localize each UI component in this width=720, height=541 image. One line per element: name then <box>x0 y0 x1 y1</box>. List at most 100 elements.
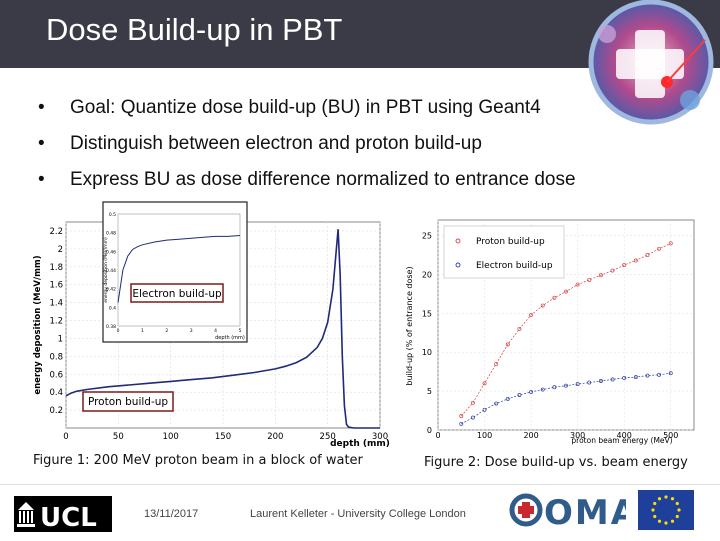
y-tick-label: 0 <box>427 426 432 435</box>
footer <box>0 484 720 541</box>
inset-y-tick-label: 0.46 <box>106 249 116 255</box>
ucl-logo-text: UCL <box>40 503 97 532</box>
x-tick-label: 400 <box>617 431 632 440</box>
inset-plot-area <box>117 213 241 327</box>
inset-y-tick-label: 0.4 <box>109 305 116 311</box>
legend <box>443 225 565 279</box>
electron-data-point <box>564 383 568 388</box>
y-tick-label: 20 <box>422 270 432 279</box>
inset-y-tick-label: 0.5 <box>109 212 116 218</box>
eu-star-icon <box>670 519 675 523</box>
bullet-marker: • <box>38 97 45 118</box>
depth-dose-curve <box>65 229 380 429</box>
eu-star-icon <box>675 501 679 506</box>
bullet-text: Express BU as dose difference normalized… <box>70 169 576 190</box>
eu-star-icon <box>653 514 657 519</box>
inset-curve <box>117 235 241 303</box>
proton-data-point <box>622 263 627 268</box>
proton-data-point <box>587 277 592 282</box>
inset-y-tick-label: 0.44 <box>106 268 116 274</box>
proton-data-point <box>657 246 662 251</box>
footer-date: 13/11/2017 <box>144 508 199 520</box>
eu-star-icon <box>670 497 675 501</box>
electron-data-point <box>482 407 487 412</box>
legend-marker-proton <box>455 238 461 244</box>
x-tick-label: 0 <box>63 432 68 442</box>
bullet-text: Distinguish between electron and proton … <box>70 133 482 154</box>
ucl-portico-icon <box>17 502 35 527</box>
proton-buildup-label: Proton build-up <box>88 396 168 408</box>
figure2-caption: Figure 2: Dose build-up vs. beam energy <box>424 455 688 470</box>
medical-cross-logo-icon <box>588 0 714 125</box>
proton-data-point <box>645 253 650 257</box>
electron-data-point <box>575 382 580 387</box>
electron-data-point <box>587 380 592 385</box>
x-tick-label: 200 <box>523 431 538 440</box>
y-tick-label: 2 <box>58 245 63 255</box>
x-tick-label: 100 <box>163 432 179 442</box>
inset-x-tick-label: 2 <box>165 328 168 334</box>
bullet-marker: • <box>38 133 45 154</box>
inset-x-tick-label: 5 <box>239 328 242 334</box>
inset-x-tick-label: 4 <box>214 328 217 334</box>
y-tick-label: 1.6 <box>49 281 63 291</box>
electron-data-point <box>598 379 603 383</box>
eu-star-icon <box>675 514 679 519</box>
proton-data-point <box>552 295 557 300</box>
y-axis-label: energy deposition (MeV/mm) <box>33 255 43 394</box>
y-tick-label: 0.2 <box>49 406 63 416</box>
inset-y-tick-label: 0.48 <box>106 231 116 237</box>
inset-x-tick-label: 0 <box>117 328 120 334</box>
electron-data-point <box>622 375 627 380</box>
y-tick-label: 1 <box>58 334 63 344</box>
legend-item-electron: Electron build-up <box>476 261 553 271</box>
y-tick-label: 25 <box>422 232 432 241</box>
legend-marker-electron <box>455 262 461 268</box>
footer-author: Laurent Kelleter - University College Lo… <box>250 508 466 520</box>
electron-data-point <box>552 385 557 390</box>
inset-y-axis-label: energy deposition (MeV/mm) <box>103 237 109 303</box>
proton-data-point <box>494 361 499 366</box>
bullet-marker: • <box>38 169 45 190</box>
eu-star-icon <box>657 519 662 523</box>
y-tick-label: 1.8 <box>49 263 63 273</box>
electron-data-point <box>657 372 662 377</box>
proton-data-point <box>459 414 464 418</box>
inset-x-axis-label: depth (mm) <box>215 335 245 341</box>
eu-star-icon <box>651 508 655 512</box>
y-tick-label: 0.4 <box>49 388 63 398</box>
ucl-logo: UCL <box>14 496 112 532</box>
x-tick-label: 0 <box>435 431 440 440</box>
electron-data-point <box>633 375 638 380</box>
proton-data-point <box>482 381 487 386</box>
eu-star-icon <box>664 521 668 525</box>
y-tick-label: 1.4 <box>49 299 63 309</box>
eu-star-icon <box>664 495 668 499</box>
x-tick-label: 500 <box>663 431 678 440</box>
electron-data-point <box>494 401 499 406</box>
y-tick-label: 15 <box>422 309 432 318</box>
x-axis-label: depth (mm) <box>330 439 390 449</box>
y-axis-label: build-up (% of entrance dose) <box>405 266 414 385</box>
proton-data-point <box>564 289 568 294</box>
y-tick-label: 0.8 <box>49 352 63 362</box>
proton-data-point <box>610 268 615 273</box>
y-tick-label: 2.2 <box>49 227 63 237</box>
proton-data-point <box>529 312 534 317</box>
proton-data-point <box>540 303 545 308</box>
x-tick-label: 300 <box>570 431 585 440</box>
inset-y-tick-label: 0.38 <box>106 324 116 330</box>
proton-data-point <box>668 241 673 246</box>
y-tick-label: 5 <box>427 387 432 396</box>
inset-y-tick-label: 0.42 <box>106 287 116 293</box>
proton-data-point <box>598 273 603 278</box>
depth-dose-chart: 0.20.40.60.811.21.41.61.822.2 0 50 100 150 2… <box>33 201 390 449</box>
eu-star-icon <box>657 497 662 501</box>
inset-x-tick-label: 1 <box>141 328 144 334</box>
x-axis-label: proton beam energy (MeV) <box>571 436 672 445</box>
electron-data-point <box>645 373 650 378</box>
x-tick-label: 300 <box>372 432 388 442</box>
y-tick-label: 0.6 <box>49 370 63 380</box>
eu-star-icon <box>653 501 657 506</box>
bullet-item: • Goal: Quantize dose build-up (BU) in P… <box>30 94 630 130</box>
